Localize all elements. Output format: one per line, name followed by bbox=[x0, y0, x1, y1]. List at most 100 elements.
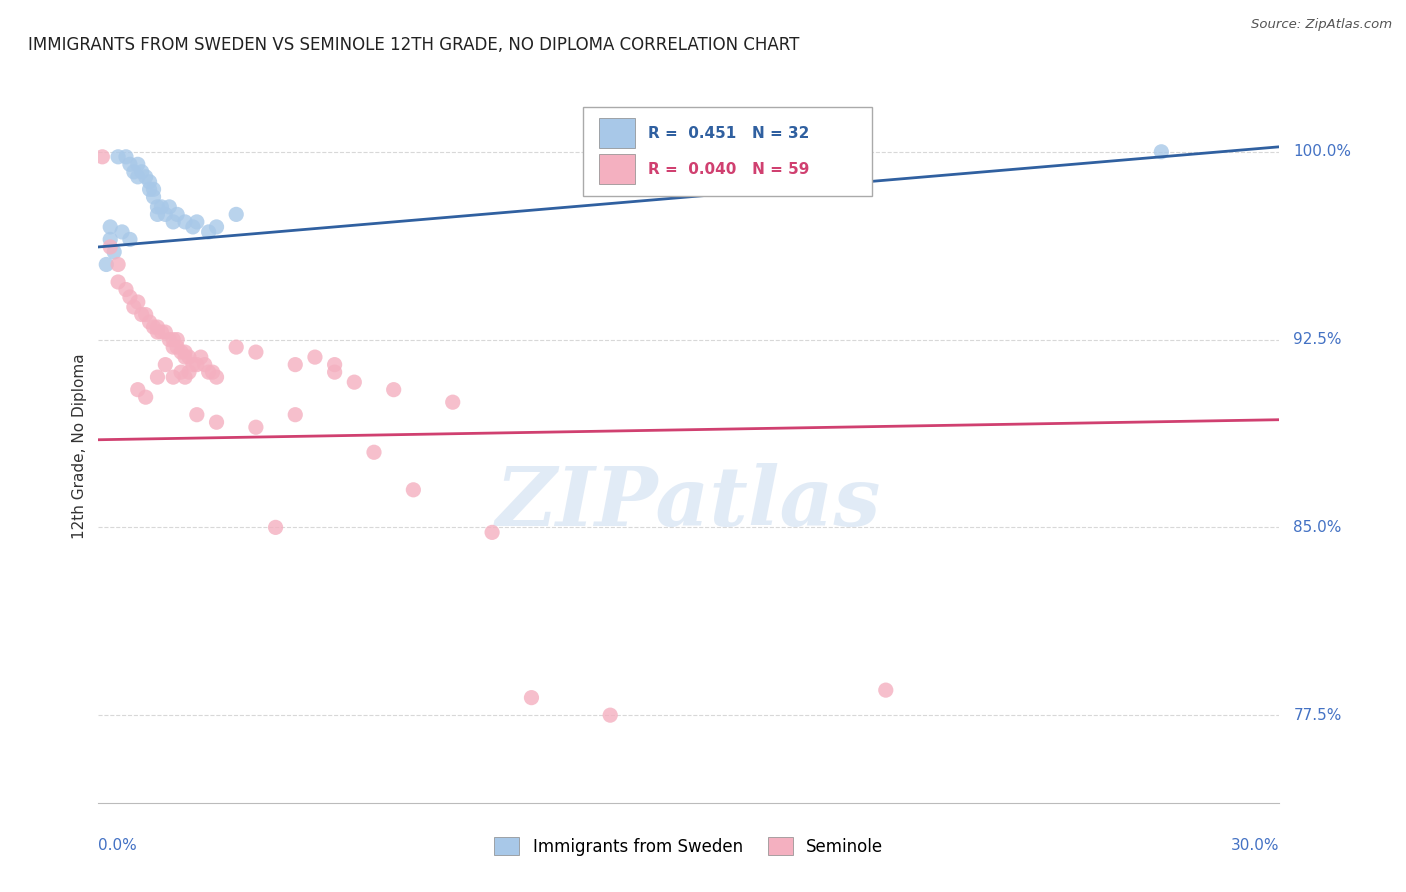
Point bbox=[205, 370, 228, 384]
Point bbox=[197, 225, 219, 239]
Point bbox=[181, 219, 204, 234]
Point bbox=[142, 320, 165, 334]
Point bbox=[205, 415, 228, 429]
Point bbox=[118, 157, 141, 171]
Point bbox=[177, 350, 200, 364]
Point bbox=[875, 683, 897, 698]
Point bbox=[520, 690, 543, 705]
Point bbox=[127, 169, 149, 184]
Text: 85.0%: 85.0% bbox=[1294, 520, 1341, 535]
Point bbox=[186, 215, 208, 229]
FancyBboxPatch shape bbox=[582, 107, 872, 196]
Point bbox=[142, 190, 165, 204]
Point bbox=[111, 225, 134, 239]
Text: Source: ZipAtlas.com: Source: ZipAtlas.com bbox=[1251, 18, 1392, 31]
Point bbox=[245, 345, 267, 359]
Point bbox=[166, 340, 188, 354]
Point bbox=[441, 395, 464, 409]
Point bbox=[1150, 145, 1173, 159]
Point bbox=[118, 290, 141, 304]
Point bbox=[131, 308, 153, 322]
Point bbox=[98, 219, 121, 234]
Point bbox=[138, 182, 160, 196]
Point bbox=[170, 345, 193, 359]
Point bbox=[138, 315, 160, 329]
Point bbox=[190, 350, 212, 364]
Point bbox=[245, 420, 267, 434]
Point bbox=[201, 365, 224, 379]
Point bbox=[304, 350, 326, 364]
Point bbox=[157, 200, 180, 214]
Point bbox=[174, 215, 197, 229]
Point bbox=[142, 182, 165, 196]
Point bbox=[146, 370, 169, 384]
Point bbox=[197, 365, 219, 379]
Text: ZIPatlas: ZIPatlas bbox=[496, 463, 882, 543]
Point bbox=[166, 207, 188, 221]
Point bbox=[177, 365, 200, 379]
Point bbox=[118, 232, 141, 246]
Point bbox=[323, 365, 346, 379]
Point bbox=[174, 350, 197, 364]
Point bbox=[107, 150, 129, 164]
Point bbox=[166, 333, 188, 347]
Point bbox=[91, 150, 114, 164]
Point bbox=[155, 358, 177, 372]
Text: 0.0%: 0.0% bbox=[98, 838, 138, 854]
Point bbox=[181, 358, 204, 372]
Point bbox=[186, 408, 208, 422]
Point bbox=[155, 207, 177, 221]
Point bbox=[103, 244, 125, 259]
Point bbox=[382, 383, 405, 397]
Point bbox=[402, 483, 425, 497]
Point bbox=[162, 333, 184, 347]
Point bbox=[343, 375, 366, 389]
Point bbox=[363, 445, 385, 459]
Text: 100.0%: 100.0% bbox=[1294, 145, 1351, 160]
Legend: Immigrants from Sweden, Seminole: Immigrants from Sweden, Seminole bbox=[488, 830, 890, 863]
Point bbox=[225, 340, 247, 354]
Point bbox=[150, 200, 173, 214]
Point bbox=[150, 325, 173, 339]
Point bbox=[107, 275, 129, 289]
Point bbox=[162, 215, 184, 229]
Point bbox=[162, 370, 184, 384]
Point bbox=[174, 370, 197, 384]
FancyBboxPatch shape bbox=[599, 119, 634, 148]
Point bbox=[264, 520, 287, 534]
Point bbox=[162, 340, 184, 354]
Point bbox=[135, 169, 157, 184]
Point bbox=[96, 257, 118, 271]
Point bbox=[135, 390, 157, 404]
Point bbox=[135, 308, 157, 322]
Point bbox=[127, 295, 149, 310]
Point bbox=[115, 150, 138, 164]
Point bbox=[122, 165, 145, 179]
Point bbox=[107, 257, 129, 271]
FancyBboxPatch shape bbox=[599, 154, 634, 184]
Text: 92.5%: 92.5% bbox=[1294, 332, 1341, 347]
Point bbox=[115, 283, 138, 297]
Text: 77.5%: 77.5% bbox=[1294, 707, 1341, 723]
Point bbox=[481, 525, 503, 540]
Point bbox=[127, 157, 149, 171]
Point bbox=[131, 165, 153, 179]
Point bbox=[323, 358, 346, 372]
Point bbox=[194, 358, 217, 372]
Text: R =  0.040   N = 59: R = 0.040 N = 59 bbox=[648, 161, 808, 177]
Text: IMMIGRANTS FROM SWEDEN VS SEMINOLE 12TH GRADE, NO DIPLOMA CORRELATION CHART: IMMIGRANTS FROM SWEDEN VS SEMINOLE 12TH … bbox=[28, 36, 800, 54]
Point bbox=[155, 325, 177, 339]
Point bbox=[225, 207, 247, 221]
Point bbox=[170, 365, 193, 379]
Text: R =  0.451   N = 32: R = 0.451 N = 32 bbox=[648, 126, 808, 141]
Point bbox=[146, 200, 169, 214]
Point bbox=[122, 300, 145, 314]
Point bbox=[599, 708, 621, 723]
Point bbox=[157, 333, 180, 347]
Point bbox=[146, 207, 169, 221]
Point bbox=[284, 408, 307, 422]
Point bbox=[138, 175, 160, 189]
Point bbox=[146, 320, 169, 334]
Point bbox=[284, 358, 307, 372]
Point bbox=[186, 358, 208, 372]
